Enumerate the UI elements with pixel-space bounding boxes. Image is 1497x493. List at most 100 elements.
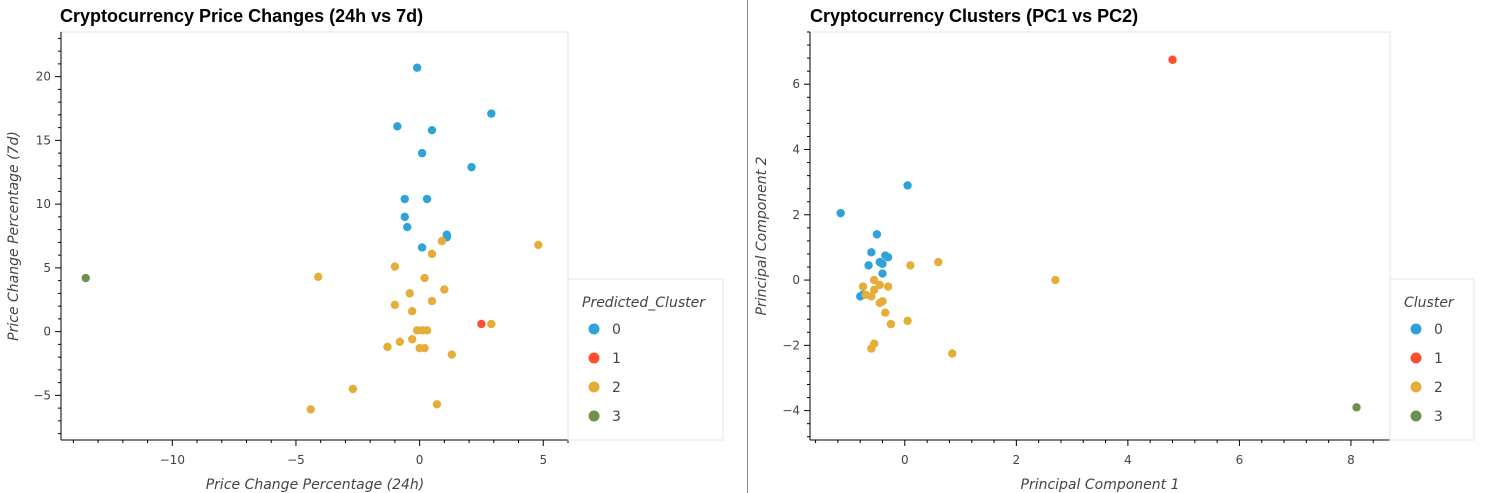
scatter-point-cluster-2 bbox=[348, 384, 358, 394]
scatter-point-cluster-2 bbox=[948, 349, 957, 358]
legend-marker bbox=[1410, 323, 1422, 335]
legend-label: 1 bbox=[612, 351, 621, 367]
scatter-point-cluster-2 bbox=[934, 257, 943, 267]
legend-label: 3 bbox=[1434, 409, 1443, 425]
scatter-point-cluster-2 bbox=[390, 262, 400, 271]
scatter-points bbox=[836, 55, 1361, 412]
scatter-point-cluster-0 bbox=[417, 243, 427, 252]
scatter-point-cluster-0 bbox=[393, 122, 402, 131]
scatter-point-cluster-2 bbox=[405, 289, 414, 298]
legend-marker bbox=[1410, 381, 1422, 393]
scatter-point-cluster-2 bbox=[427, 249, 437, 259]
scatter-point-cluster-0 bbox=[417, 148, 427, 158]
scatter-point-cluster-2 bbox=[903, 316, 912, 326]
x-tick-label: 5 bbox=[539, 453, 547, 467]
scatter-point-cluster-2 bbox=[437, 236, 447, 246]
scatter-point-cluster-2 bbox=[395, 337, 405, 347]
legend-marker bbox=[588, 381, 600, 393]
scatter-point-cluster-2 bbox=[869, 285, 879, 295]
scatter-point-cluster-2 bbox=[487, 319, 496, 329]
scatter-point-cluster-2 bbox=[314, 272, 323, 281]
y-tick-label: 20 bbox=[36, 70, 51, 84]
scatter-point-cluster-0 bbox=[867, 248, 876, 257]
scatter-point-cluster-0 bbox=[412, 63, 422, 72]
y-tick-label: 10 bbox=[36, 197, 51, 211]
scatter-point-cluster-3 bbox=[1352, 403, 1361, 412]
price-change-scatter-chart: Cryptocurrency Price Changes (24h vs 7d)… bbox=[6, 6, 724, 493]
y-tick-label: −5 bbox=[33, 388, 51, 402]
legend-marker bbox=[588, 352, 600, 364]
scatter-point-cluster-0 bbox=[836, 208, 845, 218]
scatter-point-cluster-2 bbox=[858, 282, 868, 291]
scatter-point-cluster-0 bbox=[864, 261, 873, 270]
x-axis: −10 −5 0 5 bbox=[61, 439, 569, 467]
x-tick-label: 4 bbox=[1124, 453, 1132, 467]
legend-marker bbox=[588, 323, 600, 335]
y-axis-label: Principal Component 2 bbox=[754, 156, 770, 315]
scatter-point-cluster-0 bbox=[878, 259, 887, 268]
x-tick-label: 0 bbox=[901, 453, 909, 467]
scatter-point-cluster-2 bbox=[867, 344, 876, 353]
scatter-point-cluster-2 bbox=[407, 307, 417, 316]
x-axis: 0 2 4 6 8 bbox=[810, 439, 1390, 467]
pca-cluster-scatter-chart: Cryptocurrency Clusters (PC1 vs PC2) 0 2 4… bbox=[754, 6, 1475, 493]
legend-label: 2 bbox=[612, 380, 621, 396]
scatter-point-cluster-0 bbox=[427, 125, 437, 135]
x-tick-label: −10 bbox=[160, 453, 185, 467]
scatter-points bbox=[81, 63, 543, 414]
scatter-point-cluster-2 bbox=[1051, 275, 1060, 285]
scatter-point-cluster-2 bbox=[867, 292, 876, 301]
scatter-point-cluster-0 bbox=[903, 181, 912, 190]
scatter-point-cluster-2 bbox=[383, 342, 392, 352]
legend: Cluster 0 1 2 3 bbox=[1389, 278, 1475, 441]
legend-label: 2 bbox=[1434, 380, 1443, 396]
scatter-point-cluster-2 bbox=[906, 261, 915, 270]
scatter-point-cluster-2 bbox=[427, 296, 437, 306]
scatter-point-cluster-2 bbox=[883, 282, 893, 291]
scatter-point-cluster-0 bbox=[872, 230, 882, 239]
legend-items: 0 1 2 3 bbox=[1410, 322, 1443, 425]
scatter-point-cluster-0 bbox=[883, 253, 893, 262]
scatter-point-cluster-2 bbox=[878, 297, 887, 306]
y-tick-label: 0 bbox=[43, 325, 51, 339]
scatter-point-cluster-1 bbox=[1168, 55, 1177, 64]
legend-label: 1 bbox=[1434, 351, 1443, 367]
y-tick-label: −4 bbox=[782, 404, 800, 418]
scatter-point-cluster-2 bbox=[447, 350, 456, 359]
scatter-point-cluster-2 bbox=[432, 400, 442, 409]
scatter-point-cluster-1 bbox=[477, 319, 486, 329]
y-tick-label: 0 bbox=[792, 273, 800, 287]
legend-label: 3 bbox=[612, 409, 621, 425]
scatter-point-cluster-2 bbox=[875, 280, 884, 290]
y-tick-label: 6 bbox=[792, 77, 800, 91]
plot-frame bbox=[809, 31, 1391, 441]
scatter-point-cluster-2 bbox=[306, 405, 315, 414]
x-axis-label: Price Change Percentage (24h) bbox=[206, 477, 425, 493]
legend-marker bbox=[588, 410, 600, 422]
y-axis-label: Price Change Percentage (7d) bbox=[6, 131, 22, 341]
y-tick-label: 2 bbox=[792, 208, 800, 222]
x-axis-label: Principal Component 1 bbox=[1021, 477, 1180, 493]
x-tick-label: 6 bbox=[1236, 453, 1244, 467]
x-tick-label: −5 bbox=[287, 453, 305, 467]
scatter-point-cluster-2 bbox=[390, 300, 400, 310]
scatter-point-cluster-2 bbox=[881, 308, 890, 317]
x-tick-label: 2 bbox=[1013, 453, 1021, 467]
scatter-point-cluster-2 bbox=[886, 319, 896, 329]
scatter-point-cluster-0 bbox=[467, 162, 476, 172]
scatter-point-cluster-0 bbox=[422, 194, 432, 204]
y-axis: −4 −2 0 2 4 6 bbox=[782, 31, 811, 440]
scatter-point-cluster-2 bbox=[420, 344, 429, 353]
chart-title: Cryptocurrency Price Changes (24h vs 7d) bbox=[60, 6, 423, 26]
x-tick-label: 0 bbox=[416, 453, 424, 467]
scatter-point-cluster-2 bbox=[420, 273, 429, 283]
legend: Predicted_Cluster 0 1 2 3 bbox=[567, 278, 724, 441]
scatter-point-cluster-3 bbox=[81, 273, 90, 283]
scatter-point-cluster-0 bbox=[878, 269, 887, 278]
legend-label: 0 bbox=[1434, 322, 1443, 338]
scatter-point-cluster-0 bbox=[403, 222, 412, 232]
legend-marker bbox=[1410, 410, 1422, 422]
legend-title: Predicted_Cluster bbox=[582, 295, 706, 311]
scatter-point-cluster-2 bbox=[440, 285, 449, 294]
y-axis: −5 0 5 10 15 20 bbox=[33, 32, 62, 440]
